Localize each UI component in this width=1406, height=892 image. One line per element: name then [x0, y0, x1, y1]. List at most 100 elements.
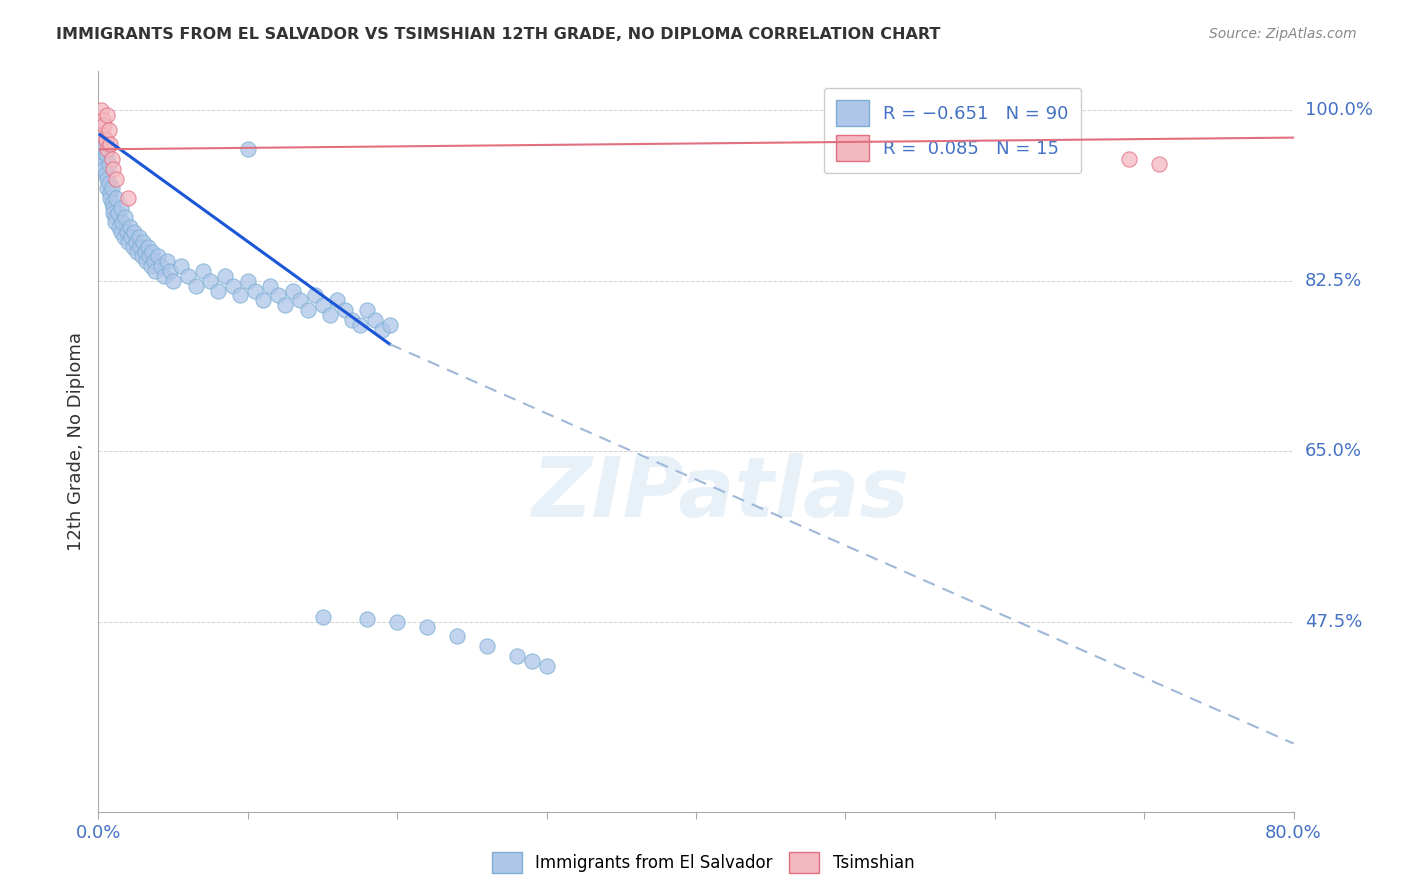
Point [96, 142, 118, 156]
Point [342, 312, 364, 326]
Point [520, 654, 543, 668]
Point [101, 181, 124, 195]
Point [105, 171, 128, 186]
Point [91, 152, 114, 166]
Point [297, 303, 319, 318]
Y-axis label: 12th Grade, No Diploma: 12th Grade, No Diploma [66, 332, 84, 551]
Point [107, 205, 129, 219]
Point [103, 201, 125, 215]
Point [326, 293, 349, 308]
Point [356, 303, 378, 318]
Point [94, 132, 117, 146]
Point [112, 230, 135, 244]
Point [125, 235, 148, 249]
Point [127, 244, 149, 259]
Point [143, 264, 166, 278]
Point [103, 205, 125, 219]
Point [110, 225, 132, 239]
Point [124, 225, 146, 239]
Point [349, 318, 371, 332]
Text: Source: ZipAtlas.com: Source: ZipAtlas.com [1209, 27, 1357, 41]
Point [138, 250, 160, 264]
Point [111, 215, 134, 229]
Point [96, 108, 118, 122]
Point [135, 254, 157, 268]
Text: 47.5%: 47.5% [1305, 613, 1362, 631]
Point [93, 157, 115, 171]
Legend: Immigrants from El Salvador, Tsimshian: Immigrants from El Salvador, Tsimshian [485, 846, 921, 880]
Point [103, 161, 125, 176]
Point [229, 288, 252, 302]
Point [169, 259, 191, 273]
Point [184, 278, 207, 293]
Point [385, 615, 409, 629]
Point [118, 220, 141, 235]
Point [108, 220, 131, 235]
Point [356, 612, 378, 626]
Point [101, 195, 124, 210]
Point [153, 268, 176, 283]
Point [129, 240, 152, 254]
Point [222, 278, 245, 293]
Text: 65.0%: 65.0% [1305, 442, 1361, 460]
Point [91, 113, 114, 128]
Point [416, 620, 439, 634]
Point [288, 293, 311, 308]
Point [98, 186, 122, 201]
Point [115, 225, 138, 239]
Point [114, 211, 136, 225]
Point [236, 274, 259, 288]
Point [97, 157, 120, 171]
Point [98, 137, 122, 152]
Point [475, 639, 498, 653]
Point [91, 128, 114, 142]
Point [101, 152, 124, 166]
Point [141, 244, 163, 259]
Legend: R = −0.651   N = 90, R =  0.085   N = 15: R = −0.651 N = 90, R = 0.085 N = 15 [824, 87, 1081, 173]
Point [364, 312, 387, 326]
Point [506, 648, 529, 663]
Point [94, 167, 117, 181]
Point [142, 254, 165, 268]
Point [207, 284, 229, 298]
Point [536, 658, 558, 673]
Point [311, 610, 333, 624]
Point [104, 215, 127, 229]
Point [128, 230, 150, 244]
Point [378, 318, 401, 332]
Point [134, 244, 156, 259]
Point [304, 288, 326, 302]
Point [96, 181, 118, 195]
Point [159, 264, 181, 278]
Point [156, 254, 179, 268]
Point [446, 629, 468, 643]
Point [200, 274, 222, 288]
Point [371, 322, 394, 336]
Point [162, 274, 184, 288]
Point [93, 118, 115, 132]
Point [214, 268, 236, 283]
Point [94, 147, 117, 161]
Point [177, 268, 200, 283]
Text: 100.0%: 100.0% [1305, 102, 1372, 120]
Point [281, 284, 304, 298]
Point [150, 259, 173, 273]
Point [110, 201, 132, 215]
Point [120, 230, 142, 244]
Point [252, 293, 274, 308]
Point [236, 142, 259, 156]
Text: IMMIGRANTS FROM EL SALVADOR VS TSIMSHIAN 12TH GRADE, NO DIPLOMA CORRELATION CHAR: IMMIGRANTS FROM EL SALVADOR VS TSIMSHIAN… [56, 27, 941, 42]
Point [245, 284, 267, 298]
Point [136, 240, 159, 254]
Point [121, 240, 143, 254]
Point [117, 191, 139, 205]
Point [132, 235, 155, 249]
Point [90, 137, 112, 152]
Point [90, 103, 112, 118]
Point [91, 142, 114, 156]
Point [96, 171, 118, 186]
Point [1118, 152, 1140, 166]
Point [117, 235, 139, 249]
Point [104, 211, 127, 225]
Point [311, 298, 333, 312]
